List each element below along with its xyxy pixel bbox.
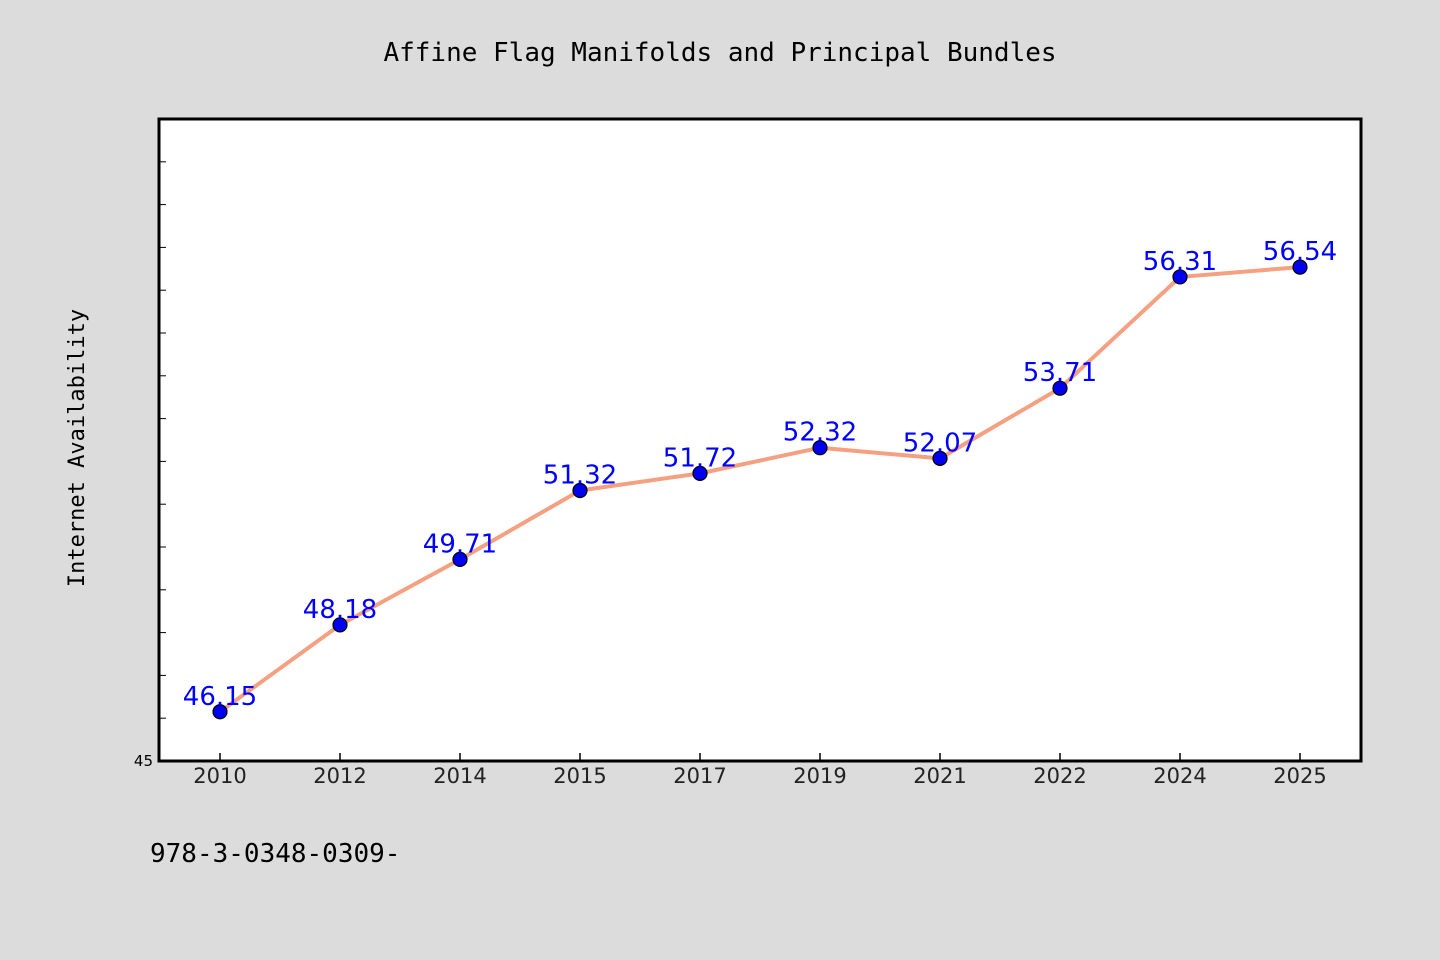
x-tick-label: 2022	[1033, 764, 1086, 788]
x-tick-label: 2025	[1273, 764, 1326, 788]
data-label: 48.18	[303, 595, 377, 625]
footer-isbn-text: 978-3-0348-0309-	[150, 839, 400, 869]
x-tick-label: 2014	[433, 764, 486, 788]
data-point	[332, 617, 348, 633]
x-tick-label: 2015	[553, 764, 606, 788]
x-axis-ticks: 2010 2012 2014 2015 2017 2019 2021 2022 2024 2025	[193, 753, 1327, 788]
chart-title: Affine Flag Manifolds and Principal Bund…	[383, 38, 1056, 68]
y-axis-label: Internet Availability	[65, 309, 90, 587]
data-label: 52.07	[903, 428, 977, 458]
data-label: 56.54	[1263, 237, 1337, 267]
data-point	[692, 465, 708, 481]
data-label: 51.32	[543, 461, 617, 491]
data-label: 51.72	[663, 443, 737, 473]
data-point	[812, 440, 828, 456]
x-tick-label: 2024	[1153, 764, 1206, 788]
data-point	[212, 704, 228, 720]
data-point	[1052, 380, 1068, 396]
y-tick-label: 45	[134, 752, 153, 770]
data-label: 53.71	[1023, 358, 1097, 388]
plot-area	[157, 117, 1363, 763]
x-tick-label: 2017	[673, 764, 726, 788]
data-point	[452, 551, 468, 568]
series-line	[218, 265, 1302, 714]
data-label: 52.32	[783, 418, 857, 448]
data-point	[572, 482, 588, 499]
series-markers	[212, 259, 1308, 720]
x-tick-label: 2019	[793, 764, 846, 788]
data-point	[1292, 259, 1308, 275]
data-point	[1172, 269, 1188, 285]
x-tick-label: 2012	[313, 764, 366, 788]
y-axis-ticks: 45	[134, 161, 166, 770]
series-line-group	[218, 265, 1302, 714]
x-tick-label: 2021	[913, 764, 966, 788]
data-label: 49.71	[423, 529, 497, 559]
data-label: 56.31	[1143, 247, 1217, 277]
data-label: 46.15	[183, 682, 257, 712]
data-labels: 46.15 48.18 49.71 51.32 51.72 52.32 52.07 53.71…	[183, 237, 1337, 712]
x-tick-label: 2010	[193, 764, 246, 788]
data-point	[932, 450, 948, 467]
